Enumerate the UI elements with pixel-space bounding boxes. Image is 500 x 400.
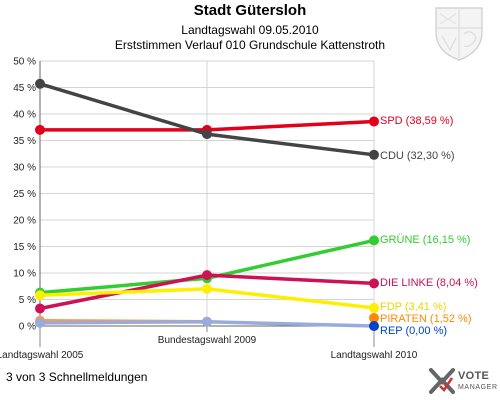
data-point — [369, 149, 379, 160]
chart-subtitle-secondary: Erststimmen Verlauf 010 Grundschule Katt… — [114, 38, 386, 52]
chart-title: Stadt Gütersloh — [193, 2, 307, 19]
series-label: DIE LINKE (8,04 %) — [380, 277, 478, 289]
y-tick-label: 35 % — [13, 136, 36, 147]
data-point — [202, 270, 212, 281]
series-label: FDP (3,41 %) — [380, 301, 446, 313]
logo-text-manager: MANAGER — [458, 384, 498, 391]
x-tick-label: Landtagswahl 2010 — [331, 350, 418, 361]
data-point — [202, 283, 212, 294]
vote-manager-logo-icon — [429, 368, 455, 394]
y-tick-label: 5 % — [19, 295, 36, 306]
series-label: PIRATEN (1,52 %) — [380, 313, 472, 325]
data-point — [369, 312, 379, 323]
y-tick-label: 10 % — [13, 269, 36, 280]
data-point — [369, 321, 379, 331]
series-label: GRÜNE (16,15 %) — [380, 234, 470, 246]
x-tick-label: Landtagswahl 2005 — [0, 350, 84, 361]
y-tick-label: 50 % — [13, 57, 36, 68]
data-point — [369, 235, 379, 246]
y-tick-label: 25 % — [13, 189, 36, 200]
data-point — [35, 290, 45, 301]
coat-of-arms-icon — [435, 7, 483, 61]
chart-subtitle: Landtagswahl 09.05.2010 — [181, 23, 319, 37]
data-point — [202, 129, 212, 140]
report-status: 3 von 3 Schnellmeldungen — [6, 370, 148, 384]
data-point — [35, 303, 45, 314]
y-tick-label: 15 % — [13, 242, 36, 253]
y-tick-label: 20 % — [13, 216, 36, 227]
y-tick-label: 0 % — [19, 322, 36, 333]
data-point — [202, 316, 212, 327]
series-label: REP (0,00 %) — [380, 325, 447, 337]
data-point — [369, 116, 379, 127]
data-point — [369, 302, 379, 313]
data-point — [369, 278, 379, 289]
y-tick-label: 30 % — [13, 163, 36, 174]
series-label: CDU (32,30 %) — [380, 150, 455, 162]
y-tick-label: 40 % — [13, 110, 36, 121]
data-point — [35, 317, 45, 328]
data-point — [35, 78, 45, 89]
y-tick-label: 45 % — [13, 83, 36, 94]
data-point — [35, 124, 45, 135]
series-label: SPD (38,59 %) — [380, 115, 453, 127]
x-tick-label: Bundestagswahl 2009 — [158, 335, 257, 346]
logo-text-vote: VOTE — [458, 370, 490, 382]
